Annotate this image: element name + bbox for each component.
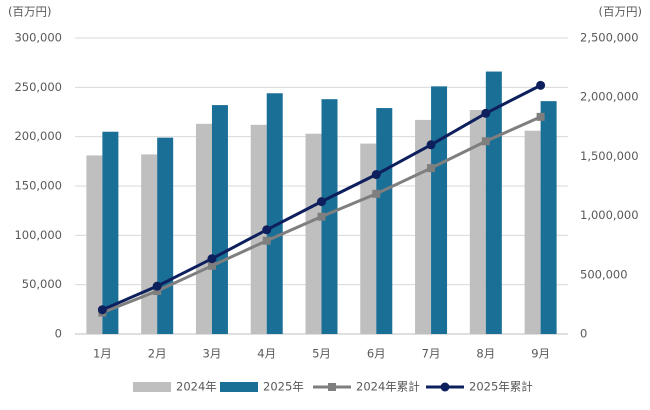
legend-label: 2024年累計: [356, 380, 420, 394]
bar: [376, 108, 393, 334]
marker: [317, 212, 326, 221]
y-tick-label: 0: [55, 327, 62, 341]
marker: [262, 225, 272, 235]
marker: [372, 189, 381, 198]
bar: [157, 137, 174, 334]
legend-swatch: [133, 382, 171, 392]
x-tick-label: 3月: [203, 347, 222, 361]
bar: [305, 133, 322, 334]
y-tick-label: 100,000: [14, 228, 62, 242]
y2-tick-label: 500,000: [580, 267, 628, 281]
y-tick-label: 300,000: [14, 31, 62, 45]
bar: [250, 124, 267, 335]
bar: [266, 93, 283, 335]
marker: [152, 281, 162, 291]
x-tick-label: 6月: [367, 347, 386, 361]
y2-tick-label: 0: [580, 327, 587, 341]
x-tick-label: 1月: [93, 347, 112, 361]
marker: [481, 137, 490, 146]
marker: [536, 112, 545, 121]
legend-swatch: [220, 382, 258, 392]
bar: [195, 123, 212, 334]
y-tick-label: 250,000: [14, 80, 62, 94]
bar: [141, 154, 158, 334]
bar: [524, 130, 541, 334]
marker: [207, 261, 216, 270]
x-tick-label: 9月: [531, 347, 550, 361]
bar: [211, 105, 228, 335]
bar: [102, 131, 119, 334]
x-tick-label: 2月: [148, 347, 167, 361]
legend-marker: [328, 383, 336, 391]
bar: [431, 86, 448, 334]
marker: [427, 164, 436, 173]
x-tick-label: 7月: [422, 347, 441, 361]
x-tick-label: 4月: [257, 347, 276, 361]
y2-axis-unit: (百万円): [599, 5, 642, 19]
x-tick-label: 5月: [312, 347, 331, 361]
marker: [207, 254, 217, 264]
y-tick-label: 50,000: [22, 277, 62, 291]
legend-label: 2025年累計: [469, 380, 533, 394]
bar: [321, 99, 338, 334]
y2-tick-label: 2,500,000: [580, 31, 639, 45]
marker: [371, 170, 381, 180]
legend-marker: [440, 382, 450, 392]
legend-label: 2024年: [176, 380, 217, 394]
y-tick-label: 150,000: [14, 179, 62, 193]
bar: [540, 101, 557, 334]
y-tick-label: 200,000: [14, 129, 62, 143]
y-axis-unit: (百万円): [8, 5, 51, 19]
marker: [97, 305, 107, 315]
marker: [153, 287, 162, 296]
marker: [536, 80, 546, 90]
y2-tick-label: 2,000,000: [580, 90, 639, 104]
marker: [317, 197, 326, 207]
marker: [426, 140, 436, 150]
bar: [469, 110, 486, 334]
bar: [86, 155, 103, 334]
marker: [481, 108, 491, 118]
legend-label: 2025年: [263, 380, 304, 394]
marker: [262, 236, 271, 245]
y2-tick-label: 1,000,000: [580, 208, 639, 222]
x-tick-label: 8月: [476, 347, 495, 361]
y2-tick-label: 1,500,000: [580, 149, 639, 163]
